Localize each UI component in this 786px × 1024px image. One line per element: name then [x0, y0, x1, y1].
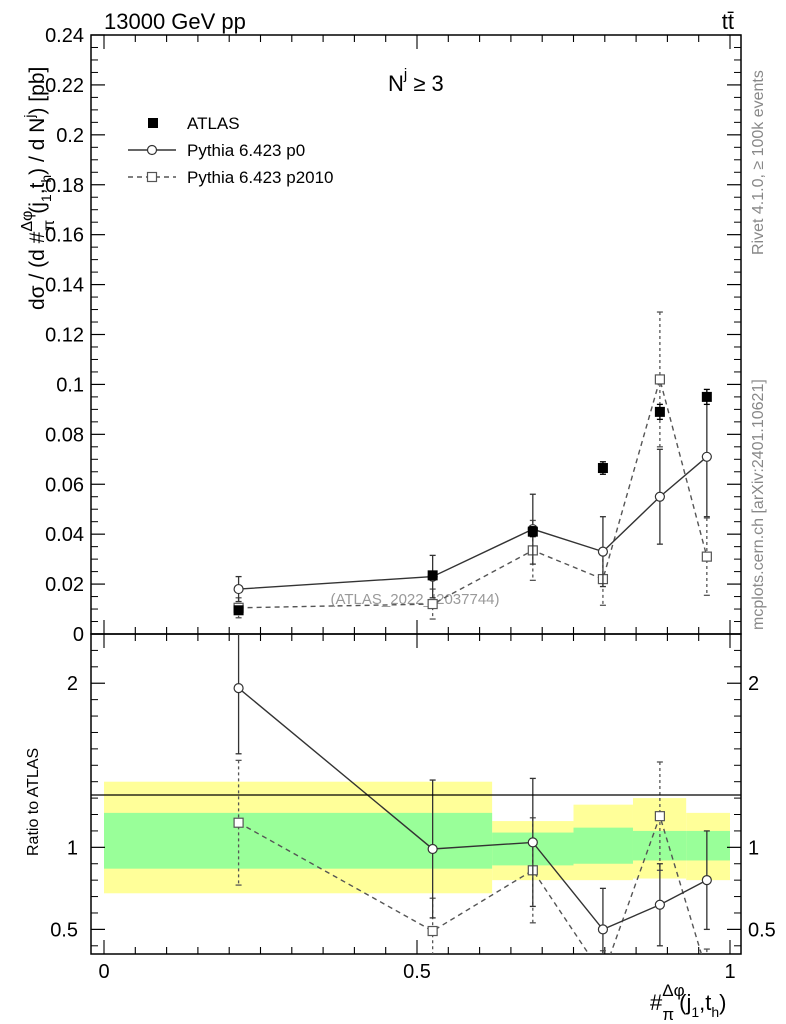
- legend-marker-p2010: [146, 171, 158, 183]
- data-point-atlas: [654, 406, 665, 417]
- ratio-y-tick-label-right: 2: [748, 673, 759, 695]
- energy-label: 13000 GeV pp: [104, 9, 246, 34]
- band-green: [686, 830, 730, 861]
- x-tick-label: 0: [98, 961, 109, 983]
- ratio-y-tick-label: 0.5: [50, 919, 78, 941]
- series-line-pythia-6-423-p2010: [238, 376, 708, 609]
- process-label: tt̄: [722, 9, 734, 34]
- data-point-p0: [701, 451, 712, 462]
- y-tick-label: 0.14: [45, 275, 84, 297]
- y-tick-label: 0.12: [45, 325, 84, 347]
- data-point-p2010: [427, 598, 438, 610]
- legend-label-p2010: Pythia 6.423 p2010: [187, 168, 334, 187]
- y-tick-label: 0.24: [45, 25, 84, 47]
- y-tick-label: 0.22: [45, 75, 84, 97]
- data-point-p2010: [598, 971, 607, 980]
- data-point-atlas: [527, 526, 538, 537]
- data-point-p2010: [701, 551, 712, 562]
- ratio-y-tick-label: 1: [67, 837, 78, 859]
- data-point-atlas: [233, 605, 244, 616]
- data-point-atlas: [427, 570, 438, 581]
- data-point-atlas: [701, 391, 712, 402]
- uncertainty-bands: [104, 781, 730, 894]
- y-tick-label: 0: [73, 624, 84, 646]
- x-axis: 0 0.5 1: [98, 35, 736, 983]
- legend-marker-p0: [146, 144, 158, 156]
- y-tick-label: 0.04: [45, 524, 84, 546]
- legend-marker-atlas: [148, 118, 158, 128]
- data-point-p2010: [654, 811, 665, 822]
- ratio-y-axis-title: Ratio to ATLAS: [25, 748, 42, 856]
- data-point-p2010: [233, 817, 244, 828]
- data-point-p2010: [702, 968, 711, 977]
- series-line-pythia-6-423-p0: [238, 687, 708, 931]
- data-point-p2010: [654, 374, 665, 385]
- legend-label-p0: Pythia 6.423 p0: [187, 141, 305, 160]
- legend: ATLAS Pythia 6.423 p0 Pythia 6.423 p2010: [128, 114, 334, 187]
- x-axis-title: #Δφ π (j1,th): [650, 981, 727, 1024]
- ratio-y-tick-label: 2: [67, 673, 78, 695]
- data-point-p0: [701, 875, 712, 886]
- data-point-atlas: [597, 463, 608, 474]
- data-point-p0: [597, 924, 609, 935]
- series-line-pythia-6-423-p0: [238, 456, 708, 590]
- data-point-p0: [597, 546, 609, 557]
- band-green: [573, 827, 633, 864]
- main-series: [233, 311, 712, 620]
- ratio-y-axis: 0.5 0.5 1 1 2 2: [50, 649, 776, 947]
- ratio-y-tick-label-right: 0.5: [748, 919, 776, 941]
- rivet-label: Rivet 4.1.0, ≥ 100k events: [750, 70, 767, 255]
- series-line-pythia-6-423-p2010: [238, 813, 703, 954]
- main-y-axis: 0 0.02 0.04 0.06 0.08 0.1 0.12 0.14 0.16 0.18 0.2 0…: [45, 25, 741, 646]
- y-tick-label: 0.02: [45, 574, 84, 596]
- band-green: [104, 812, 493, 869]
- analysis-watermark: (ATLAS_2022_I2037744): [330, 591, 499, 608]
- mcplots-label: mcplots.cern.ch [arXiv:2401.10621]: [750, 379, 767, 630]
- data-point-p2010: [427, 925, 438, 937]
- data-point-p0: [654, 491, 665, 502]
- ratio-y-tick-label-right: 1: [748, 837, 759, 859]
- x-tick-label: 0.5: [403, 961, 431, 983]
- y-tick-label: 0.16: [45, 225, 84, 247]
- data-point-p0: [654, 899, 665, 910]
- y-tick-label: 0.18: [45, 175, 84, 197]
- data-point-p0: [527, 837, 538, 848]
- x-tick-label: 1: [724, 961, 735, 983]
- y-tick-label: 0.1: [56, 374, 84, 396]
- ratio-series: [233, 634, 712, 980]
- y-tick-label: 0.06: [45, 474, 84, 496]
- main-y-axis-title: dσ / (d #Δφ π(j1,th) / d Nj) [pb]: [19, 67, 58, 310]
- y-tick-label: 0.08: [45, 424, 84, 446]
- selection-label: Nj ≥ 3: [388, 66, 444, 96]
- ratio-panel-frame: [90, 633, 742, 955]
- data-point-p0: [233, 583, 244, 595]
- data-point-p0: [427, 843, 438, 855]
- legend-label-atlas: ATLAS: [187, 114, 240, 133]
- y-tick-label: 0.2: [56, 125, 84, 147]
- data-point-p0: [233, 683, 244, 694]
